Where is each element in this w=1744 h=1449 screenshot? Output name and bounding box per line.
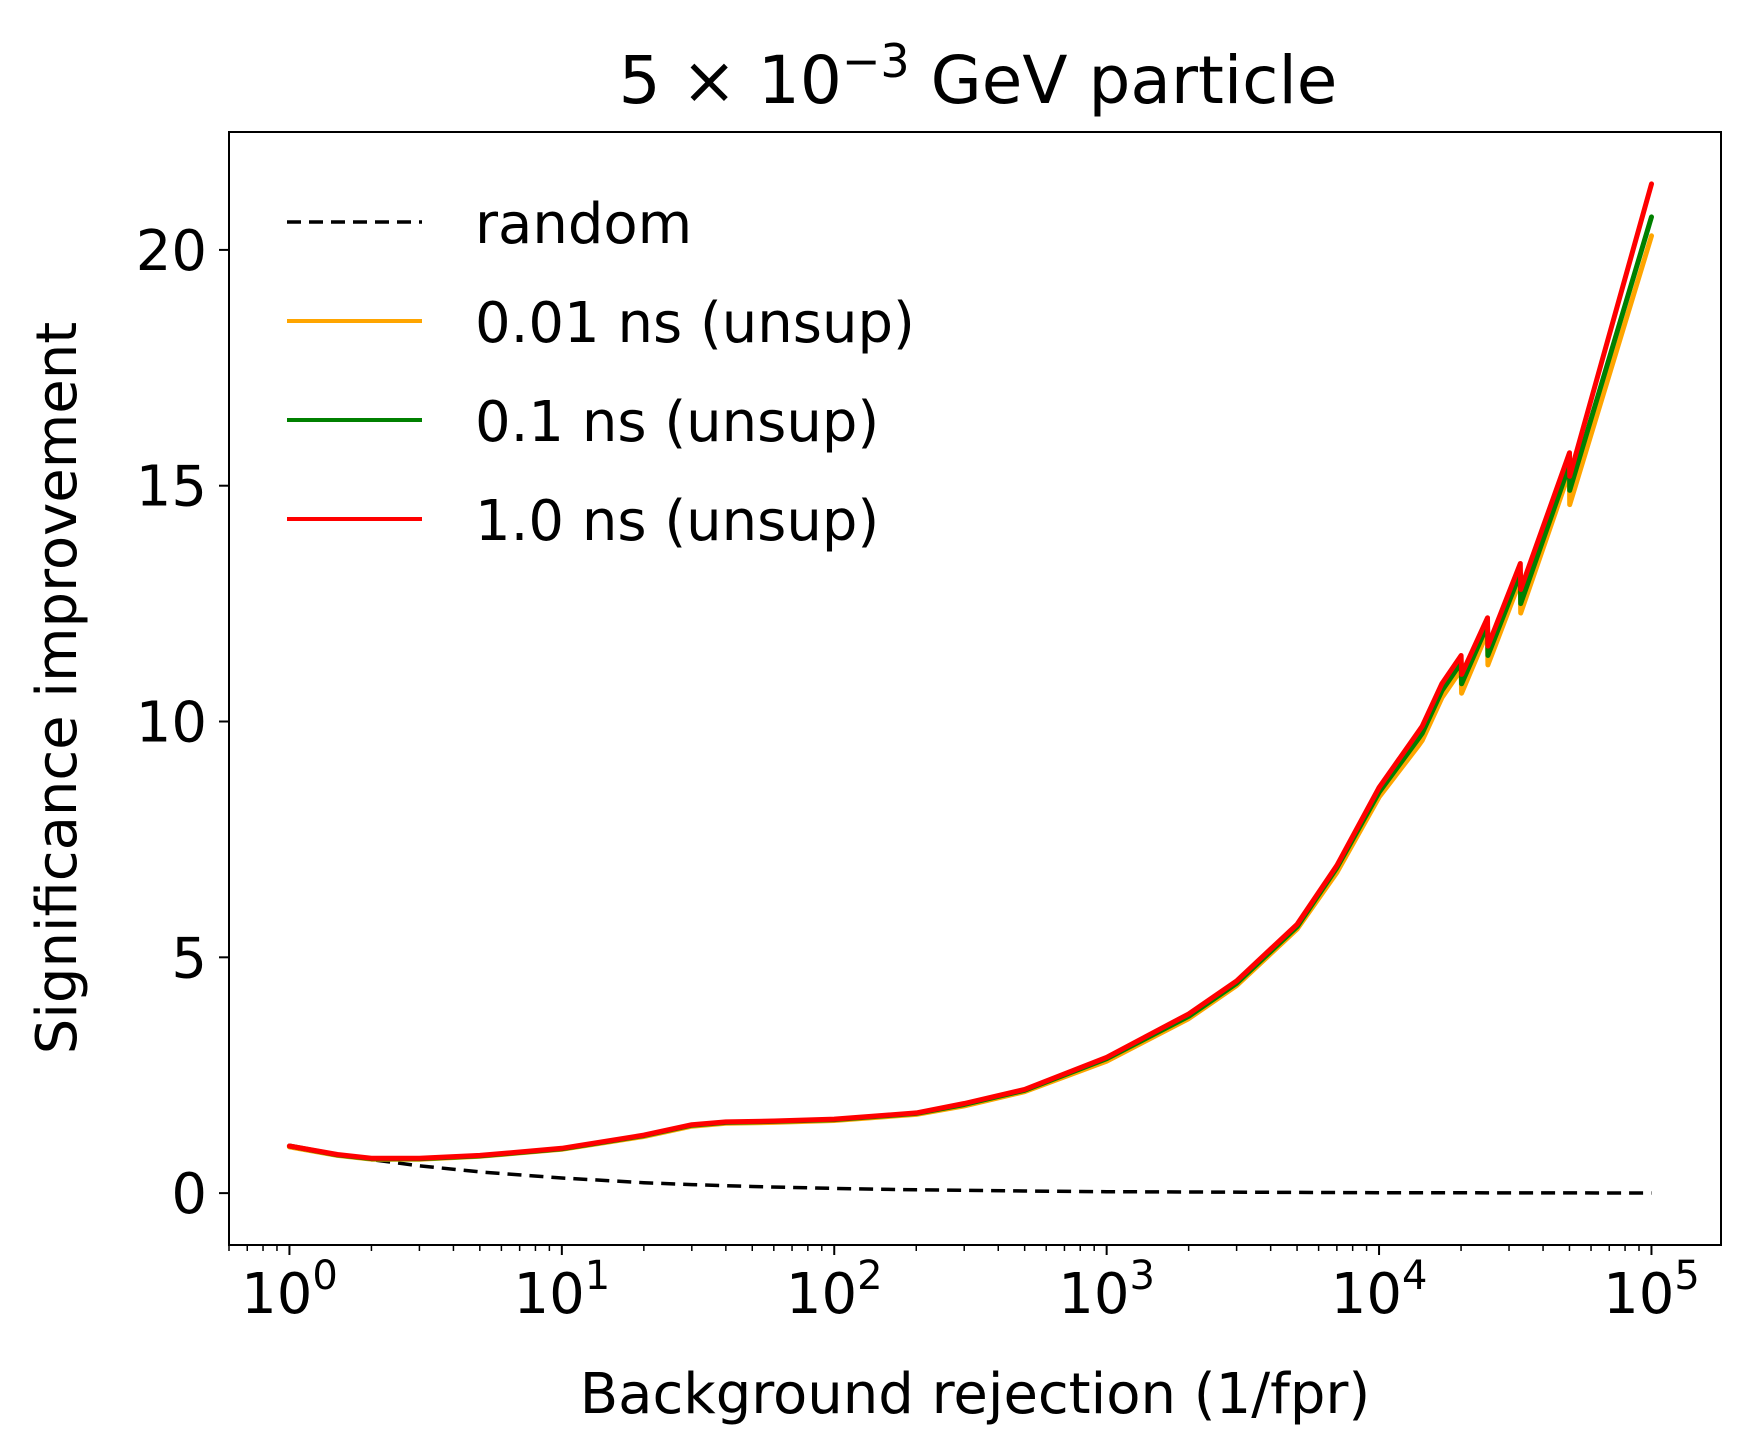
chart-title: 5 × 10−3 GeV particle: [619, 34, 1338, 119]
y-tick-label: 0: [171, 1162, 207, 1227]
x-axis-label: Background rejection (1/fpr): [580, 1362, 1370, 1427]
x-tick-label: 103: [1058, 1253, 1155, 1327]
y-axis-ticks: 0 5 10 15 20: [136, 219, 229, 1227]
y-tick-label: 15: [136, 455, 207, 520]
y-tick-label: 5: [171, 926, 207, 991]
x-tick-label: 102: [786, 1253, 883, 1327]
legend-label-01ns: 0.1 ns (unsup): [475, 390, 879, 455]
x-axis-ticks: 100 101 102 103 104 105: [228, 1245, 1700, 1327]
plot-frame: [228, 131, 1722, 1246]
y-tick-label: 20: [136, 219, 207, 284]
x-tick-label: 105: [1603, 1253, 1700, 1327]
series-line-3: [286, 181, 1654, 1161]
x-tick-label: 100: [241, 1253, 338, 1327]
plot-series: [286, 181, 1654, 1195]
legend-label-random: random: [475, 192, 692, 257]
x-tick-label: 101: [513, 1253, 610, 1327]
y-tick-label: 10: [136, 691, 207, 756]
x-tick-label: 104: [1331, 1253, 1428, 1327]
legend: random 0.01 ns (unsup) 0.1 ns (unsup) 1.…: [287, 192, 915, 554]
y-axis-label: Significance improvement: [25, 322, 90, 1054]
legend-label-001ns: 0.01 ns (unsup): [475, 291, 915, 356]
legend-label-1ns: 1.0 ns (unsup): [475, 489, 879, 554]
